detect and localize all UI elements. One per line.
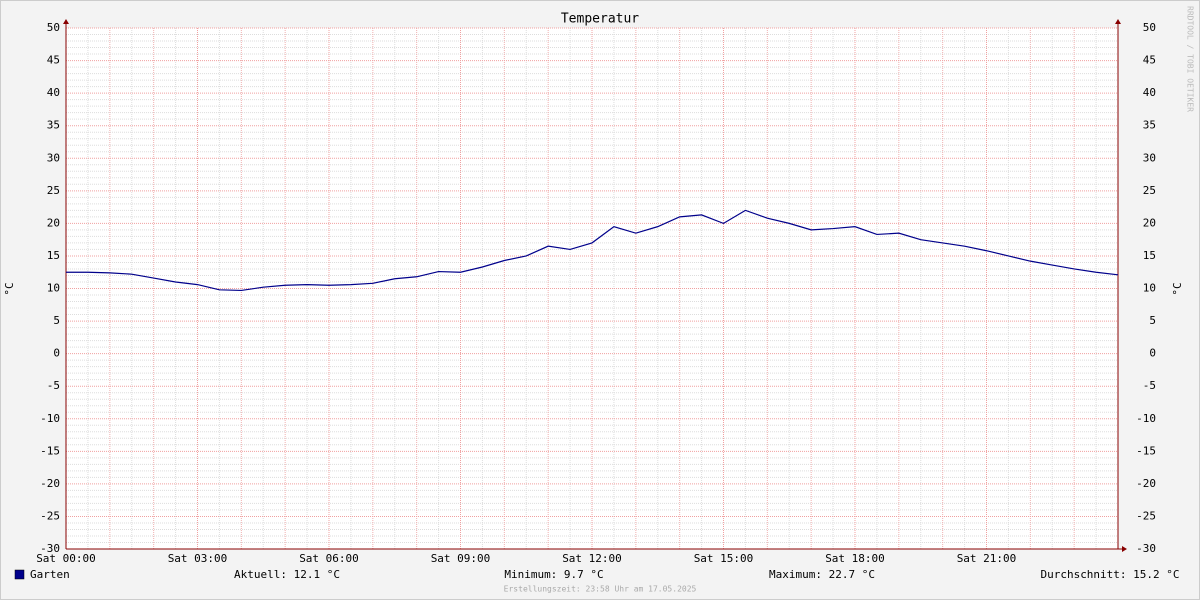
axis-arrow <box>1115 19 1121 24</box>
y2-tick-label: -15 <box>1136 444 1156 457</box>
y-tick-label: -10 <box>40 412 60 425</box>
y2-tick-label: -30 <box>1136 542 1156 555</box>
x-tick-label: Sat 06:00 <box>299 552 359 565</box>
y-tick-label: 50 <box>47 21 60 34</box>
y2-tick-label: 0 <box>1149 347 1156 360</box>
y-tick-label: 35 <box>47 119 60 132</box>
footer: Erstellungszeit: 23:58 Uhr am 17.05.2025 <box>504 585 697 594</box>
x-tick-label: Sat 15:00 <box>694 552 754 565</box>
x-tick-label: Sat 00:00 <box>36 552 96 565</box>
y2-tick-label: 40 <box>1143 86 1156 99</box>
y2-tick-label: 15 <box>1143 249 1156 262</box>
y2-tick-label: 50 <box>1143 21 1156 34</box>
y2-tick-label: 35 <box>1143 119 1156 132</box>
watermark: RRDTOOL / TOBI OETIKER <box>1186 6 1195 112</box>
legend-stat: Durchschnitt: 15.2 °C <box>1040 568 1179 581</box>
x-tick-label: Sat 18:00 <box>825 552 885 565</box>
x-tick-label: Sat 09:00 <box>431 552 491 565</box>
y-tick-label: 10 <box>47 282 60 295</box>
legend-stat: Aktuell: 12.1 °C <box>234 568 340 581</box>
y-tick-label: -20 <box>40 477 60 490</box>
y2-tick-label: 20 <box>1143 216 1156 229</box>
y-tick-label: 5 <box>53 314 60 327</box>
legend-stat: Maximum: 22.7 °C <box>769 568 875 581</box>
y-tick-label: 15 <box>47 249 60 262</box>
y2-tick-label: -25 <box>1136 509 1156 522</box>
legend-swatch <box>14 569 25 580</box>
y-tick-label: 40 <box>47 86 60 99</box>
x-tick-label: Sat 03:00 <box>168 552 228 565</box>
y2-axis-label: °C <box>1171 282 1184 295</box>
y2-tick-label: -10 <box>1136 412 1156 425</box>
axis-arrow <box>63 19 69 24</box>
y2-tick-label: 25 <box>1143 184 1156 197</box>
y2-tick-label: -20 <box>1136 477 1156 490</box>
y-axis-label: °C <box>3 282 16 295</box>
x-tick-label: Sat 21:00 <box>957 552 1017 565</box>
y2-tick-label: 45 <box>1143 54 1156 67</box>
y-tick-label: 30 <box>47 151 60 164</box>
legend-stat: Minimum: 9.7 °C <box>504 568 603 581</box>
y-tick-label: 25 <box>47 184 60 197</box>
y2-tick-label: 30 <box>1143 151 1156 164</box>
y2-tick-label: -5 <box>1143 379 1156 392</box>
y-tick-label: 45 <box>47 54 60 67</box>
y2-tick-label: 10 <box>1143 282 1156 295</box>
legend-label: Garten <box>30 568 70 581</box>
x-tick-label: Sat 12:00 <box>562 552 622 565</box>
y-tick-label: -15 <box>40 444 60 457</box>
y-tick-label: 0 <box>53 347 60 360</box>
y-tick-label: -5 <box>47 379 60 392</box>
axis-arrow <box>1122 546 1127 552</box>
y-tick-label: 20 <box>47 216 60 229</box>
y-tick-label: -25 <box>40 509 60 522</box>
chart-title: Temperatur <box>561 12 639 27</box>
y2-tick-label: 5 <box>1149 314 1156 327</box>
data-line <box>66 209 1119 292</box>
y-tick-label: -30 <box>40 542 60 555</box>
